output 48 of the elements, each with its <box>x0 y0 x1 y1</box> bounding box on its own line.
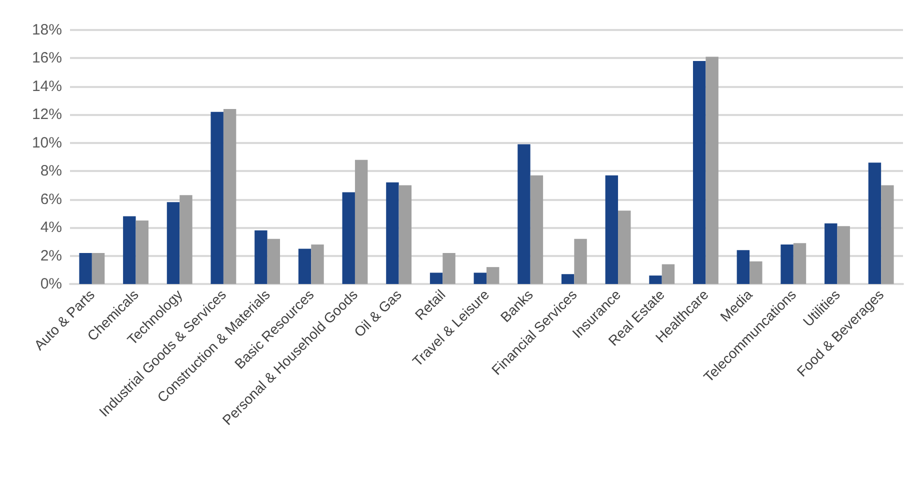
bar <box>706 56 718 284</box>
bar <box>605 175 618 284</box>
bar <box>561 274 574 284</box>
y-tick-label: 18% <box>32 22 62 38</box>
bar <box>518 144 530 284</box>
y-tick-label: 14% <box>32 78 62 95</box>
bar <box>136 220 148 284</box>
bar <box>166 202 180 284</box>
bar <box>442 252 456 284</box>
bar <box>881 185 894 284</box>
bar <box>662 264 675 284</box>
bar <box>342 192 355 284</box>
bar <box>92 252 105 284</box>
bar <box>267 238 280 284</box>
bar <box>298 248 312 284</box>
bar <box>780 244 794 284</box>
y-tick-label: 16% <box>32 50 62 67</box>
y-tick-label: 6% <box>40 190 62 208</box>
bar <box>736 250 750 284</box>
bar <box>868 162 882 284</box>
bar <box>692 61 706 284</box>
bar <box>574 238 587 284</box>
bar <box>793 243 806 284</box>
bar <box>837 226 850 284</box>
y-tick-label: 12% <box>32 106 62 124</box>
bar <box>210 112 224 284</box>
bar <box>824 223 838 284</box>
bar <box>180 195 192 284</box>
bar <box>223 109 236 284</box>
y-tick-label: 10% <box>32 134 62 152</box>
bar <box>254 230 268 284</box>
bar <box>386 182 399 284</box>
bar <box>618 210 631 284</box>
y-tick-label: 8% <box>40 162 62 180</box>
bar <box>79 252 92 284</box>
bar <box>649 276 662 284</box>
y-tick-label: 0% <box>40 276 62 292</box>
bar <box>123 216 136 284</box>
bar <box>474 272 486 284</box>
bar <box>530 175 544 284</box>
y-tick-label: 4% <box>40 219 62 236</box>
bar <box>486 267 500 284</box>
bar <box>398 185 412 284</box>
bar <box>311 244 324 284</box>
bar <box>750 261 762 284</box>
bar <box>430 272 443 284</box>
y-tick-label: 2% <box>40 247 62 264</box>
bar <box>354 160 368 284</box>
